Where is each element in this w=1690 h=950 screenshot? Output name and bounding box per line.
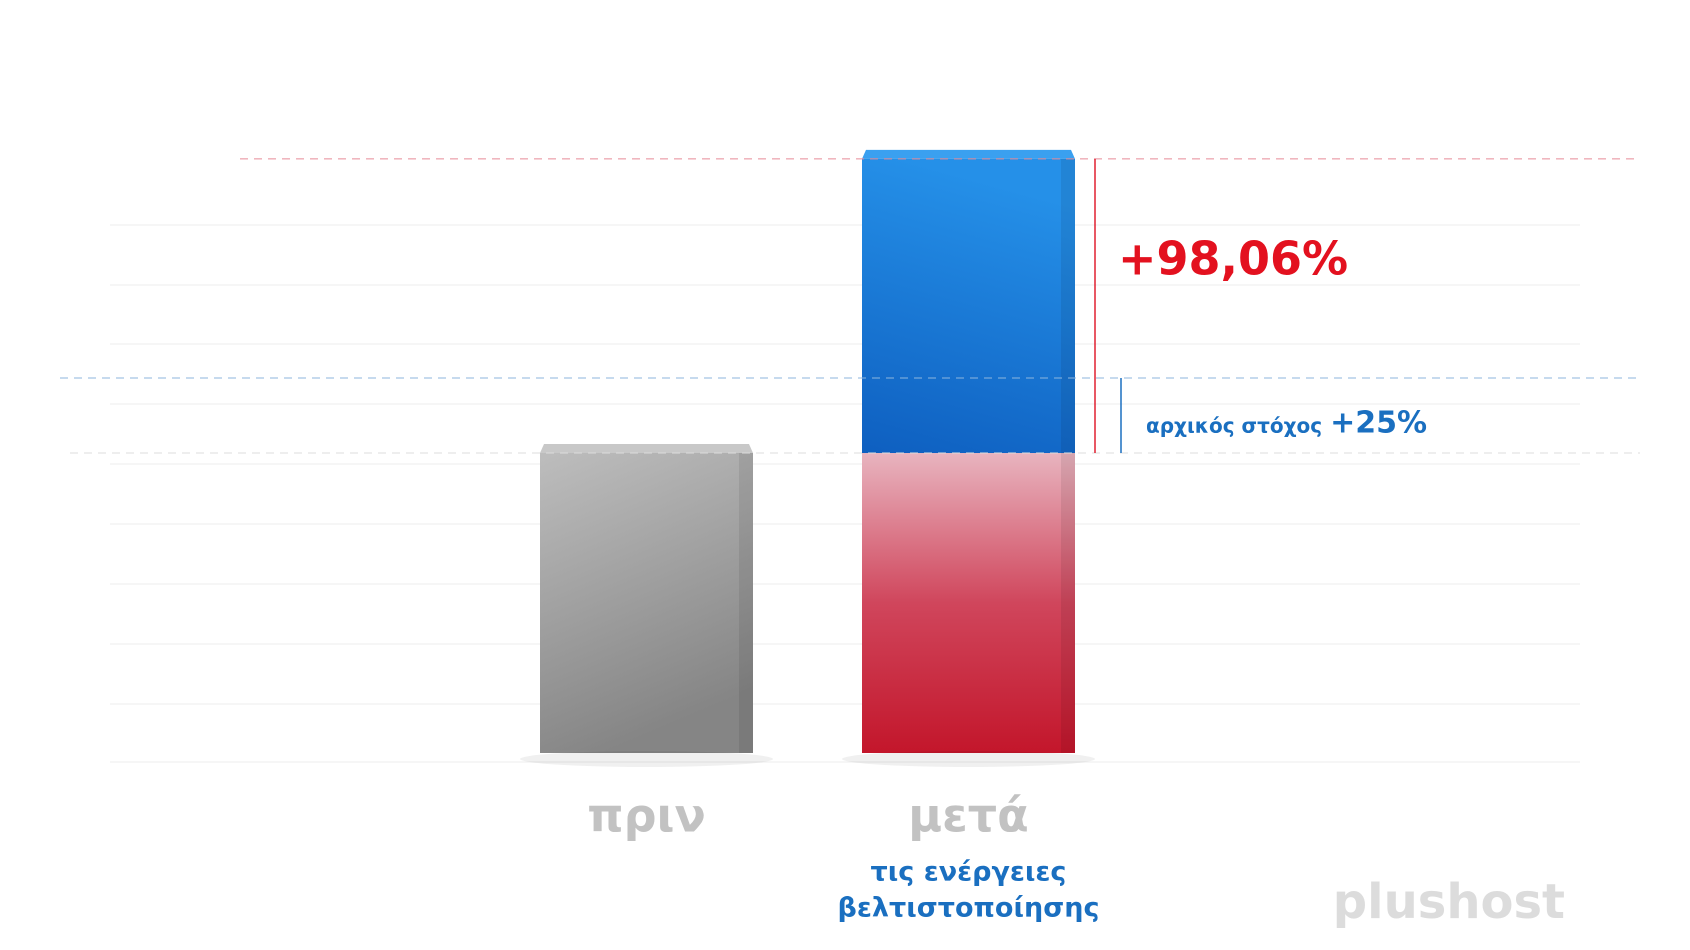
target-label: αρχικός στόχος: [1146, 414, 1322, 438]
grid: [110, 224, 1580, 763]
logo: plushost: [1333, 874, 1565, 930]
bar-top: [862, 149, 1075, 159]
bar: [862, 158, 1075, 453]
bar-shadow: [842, 751, 1095, 767]
target-value: +25%: [1330, 406, 1427, 441]
category-note: βελτιστοποίησης: [838, 893, 1100, 924]
increase-label: +98,06%: [1118, 232, 1348, 286]
bar-side: [1061, 158, 1075, 453]
x-tick-label: μετά: [908, 789, 1028, 843]
bar-side: [739, 453, 753, 753]
category-note: τις ενέργειες: [871, 857, 1067, 888]
x-tick-label: πριν: [587, 789, 706, 843]
bar: [862, 453, 1075, 753]
bar-side: [1061, 453, 1075, 753]
bar: [540, 453, 753, 753]
bar-top: [540, 444, 753, 453]
bar-shadow: [520, 751, 773, 767]
